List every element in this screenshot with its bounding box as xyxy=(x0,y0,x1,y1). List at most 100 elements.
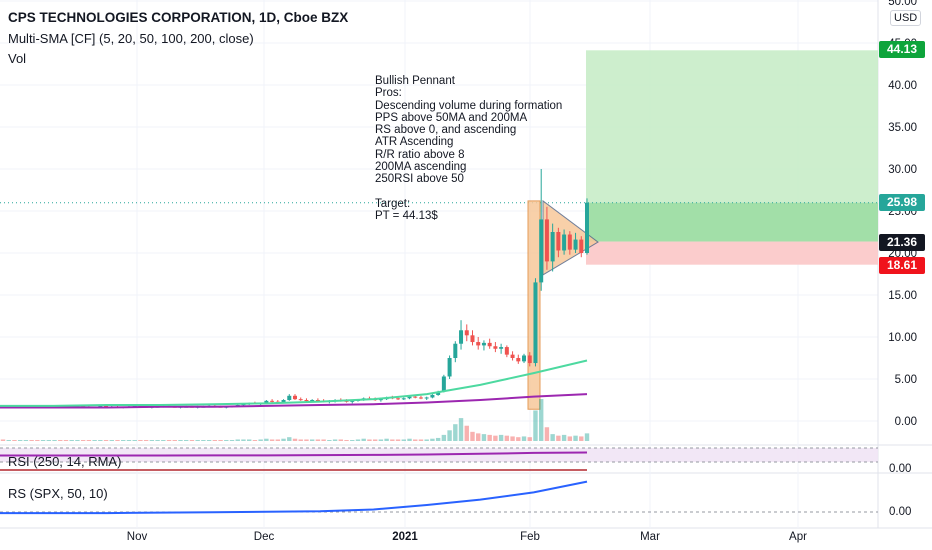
volume-bar xyxy=(166,440,172,441)
rsi-axis-value: 0.00 xyxy=(889,463,912,475)
rsi-pane-label[interactable]: RSI (250, 14, RMA) xyxy=(8,454,122,469)
volume-bar xyxy=(69,440,74,441)
candle-body xyxy=(436,391,441,395)
candle-body xyxy=(579,239,584,253)
volume-bar xyxy=(458,418,464,441)
x-tick-label: Mar xyxy=(640,531,660,543)
volume-bar xyxy=(17,440,23,441)
volume-bar xyxy=(533,410,538,441)
candle-body xyxy=(407,396,412,399)
candle-body xyxy=(562,234,567,251)
volume-bar xyxy=(521,436,527,441)
volume-bar xyxy=(138,440,143,441)
volume-bar xyxy=(384,438,389,441)
volume-bar xyxy=(103,440,109,441)
volume-bar xyxy=(504,435,510,441)
volume-bar xyxy=(40,440,46,441)
y-tick-label: 30.00 xyxy=(888,164,917,176)
candle-body xyxy=(281,400,286,403)
volume-bar xyxy=(332,439,338,441)
candle-body xyxy=(533,282,538,364)
volume-bar xyxy=(23,440,29,441)
candle-body xyxy=(556,232,561,251)
volume-bar xyxy=(579,436,584,441)
y-tick-label: 50.00 xyxy=(888,0,917,8)
volume-bar xyxy=(258,439,263,441)
volume-label[interactable]: Vol xyxy=(8,51,27,66)
volume-bar xyxy=(275,439,281,441)
sma-200-line xyxy=(0,393,588,409)
volume-bar xyxy=(395,439,401,441)
rs-line xyxy=(0,480,588,515)
candle-body xyxy=(430,394,435,398)
volume-bar xyxy=(418,439,424,441)
y-tick-label: 0.00 xyxy=(895,416,917,428)
volume-bar xyxy=(470,431,475,441)
chart-title: CPS TECHNOLOGIES CORPORATION, 1D, Cboe B… xyxy=(8,10,349,25)
candle-body xyxy=(476,342,481,346)
volume-bar xyxy=(493,435,498,441)
volume-bar xyxy=(527,437,532,441)
currency-badge[interactable]: USD xyxy=(890,10,922,26)
volume-bar xyxy=(126,440,132,441)
x-tick-label: 2021 xyxy=(392,531,418,543)
volume-bar xyxy=(161,440,166,441)
volume-bar xyxy=(80,440,86,441)
volume-bar xyxy=(424,439,429,441)
volume-bar xyxy=(390,439,395,441)
volume-bar xyxy=(224,440,229,441)
candle-body xyxy=(401,398,406,400)
y-tick-label: 35.00 xyxy=(888,122,917,134)
candle-body xyxy=(459,330,464,344)
volume-bar xyxy=(435,437,441,441)
candle-body xyxy=(544,219,549,262)
candle-body xyxy=(481,342,486,346)
volume-bar xyxy=(344,440,349,441)
candle-body xyxy=(98,405,103,407)
volume-bar xyxy=(184,440,189,441)
candle-body xyxy=(470,335,475,343)
volume-bar xyxy=(143,440,149,441)
volume-bar xyxy=(550,434,555,441)
volume-bar xyxy=(401,439,406,441)
volume-bar xyxy=(487,434,492,441)
volume-bar xyxy=(510,436,515,441)
volume-bar xyxy=(63,440,69,441)
rs-axis-value: 0.00 xyxy=(889,506,912,518)
volume-bar xyxy=(92,440,97,441)
volume-bar xyxy=(481,434,487,441)
volume-bar xyxy=(86,440,92,441)
volume-bar xyxy=(212,440,218,441)
pattern-annotation: Bullish Pennant Pros: Descending volume … xyxy=(375,75,563,223)
last-price-tag: 25.98 xyxy=(879,194,925,211)
candle-body xyxy=(493,346,498,349)
volume-bar xyxy=(561,434,567,441)
candle-body xyxy=(310,400,315,401)
sma-50-line xyxy=(0,359,588,407)
candle-body xyxy=(516,358,521,362)
stop-price-tag: 18.61 xyxy=(879,257,925,274)
volume-bar xyxy=(292,438,298,441)
rs-pane-label[interactable]: RS (SPX, 50, 10) xyxy=(8,486,108,501)
volume-bar xyxy=(447,430,452,441)
volume-bar xyxy=(149,440,155,441)
volume-bar xyxy=(115,440,120,441)
volume-bar xyxy=(498,434,504,441)
volume-bar xyxy=(75,440,80,441)
volume-bar xyxy=(441,434,447,441)
candle-body xyxy=(413,396,418,398)
volume-bar xyxy=(338,439,344,441)
volume-bar xyxy=(35,440,40,441)
sma-indicator-label[interactable]: Multi-SMA [CF] (5, 20, 50, 100, 200, clo… xyxy=(8,31,254,46)
volume-bar xyxy=(464,425,469,441)
volume-bar xyxy=(327,440,332,441)
entry-price-tag: 21.36 xyxy=(879,234,925,251)
candle-body xyxy=(350,400,355,402)
volume-bar xyxy=(453,424,458,441)
candle-body xyxy=(304,400,309,401)
candle-body xyxy=(550,232,555,262)
volume-bar xyxy=(46,440,52,441)
candle-body xyxy=(464,330,469,336)
volume-bar xyxy=(476,433,481,441)
